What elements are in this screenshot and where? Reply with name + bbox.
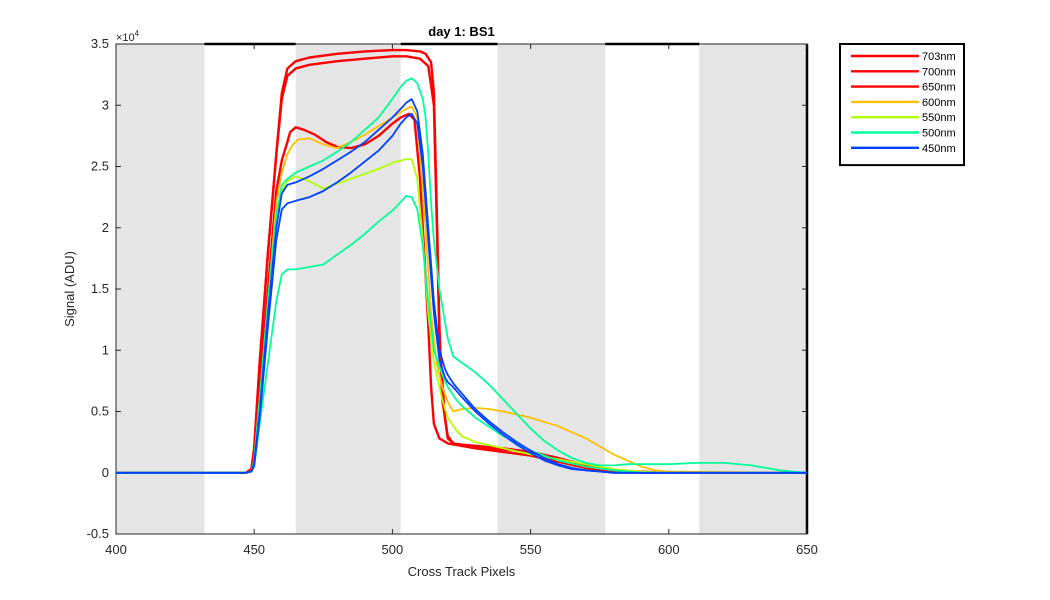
y-tick-label: 0.5 bbox=[91, 404, 109, 419]
series-line-650nm bbox=[116, 112, 807, 474]
legend-label: 703nm bbox=[922, 51, 956, 63]
legend-label: 700nm bbox=[922, 66, 956, 78]
y-exponent-base: ×10 bbox=[116, 32, 135, 44]
x-axis-label: Cross Track Pixels bbox=[408, 564, 516, 579]
y-tick-label: 3 bbox=[102, 97, 109, 112]
shaded-region bbox=[699, 44, 807, 534]
legend-label: 500nm bbox=[922, 128, 956, 140]
shaded-region bbox=[295, 44, 401, 534]
x-tick-label: 400 bbox=[105, 542, 127, 557]
legend: 703nm 700nm 650nm 600nm 550nm 500nm 450nm bbox=[839, 43, 965, 167]
y-exponent-label: ×104 bbox=[116, 29, 140, 44]
y-tick-label: 3.5 bbox=[91, 36, 109, 51]
series-lines bbox=[116, 48, 808, 474]
series-line-450nm bbox=[116, 98, 807, 474]
x-tick-label: 650 bbox=[796, 542, 818, 557]
y-tick-label: 2.5 bbox=[91, 159, 109, 174]
legend-label: 600nm bbox=[922, 97, 956, 109]
legend-label: 650nm bbox=[922, 82, 956, 94]
x-tick-label: 600 bbox=[658, 542, 680, 557]
legend-box bbox=[839, 43, 965, 167]
legend-label: 550nm bbox=[922, 112, 956, 124]
legend-label: 450nm bbox=[922, 143, 956, 155]
x-tick-label: 450 bbox=[243, 542, 265, 557]
series-line-600nm bbox=[116, 105, 808, 474]
shaded-regions bbox=[116, 44, 807, 534]
y-axis-label: Signal (ADU) bbox=[62, 251, 77, 327]
y-tick-label: -0.5 bbox=[87, 526, 109, 541]
series-line-450nm-lower bbox=[116, 112, 807, 474]
shaded-region bbox=[116, 44, 205, 534]
x-tick-label: 500 bbox=[382, 542, 404, 557]
y-exponent-power: 4 bbox=[135, 29, 140, 38]
chart-title: day 1: BS1 bbox=[428, 24, 494, 39]
series-line-500nm bbox=[116, 77, 808, 474]
y-tick-label: 2 bbox=[102, 220, 109, 235]
y-tick-label: 1 bbox=[102, 342, 109, 357]
y-tick-label: 0 bbox=[102, 465, 109, 480]
tick-labels: 400 450 500 550 600 650 -0.5 0 0.5 1 1.5 2 2.5 3 3.5 bbox=[87, 36, 818, 557]
shaded-region bbox=[497, 44, 606, 534]
x-tick-label: 550 bbox=[520, 542, 542, 557]
series-line-700nm bbox=[116, 55, 807, 474]
y-tick-label: 1.5 bbox=[91, 281, 109, 296]
